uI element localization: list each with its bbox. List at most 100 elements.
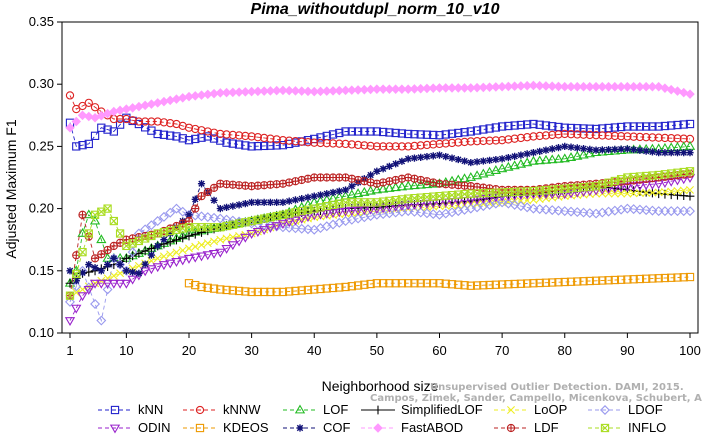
data-point-knn: [360, 127, 369, 136]
data-point-cof: [598, 146, 606, 154]
data-point-odin: [83, 286, 94, 295]
data-point-loop: [109, 271, 118, 280]
data-point-kdeos: [335, 283, 344, 292]
data-point-loop: [679, 186, 688, 195]
data-point-knnw: [529, 132, 538, 141]
data-point-kdeos: [291, 286, 300, 296]
data-point-cof: [548, 145, 556, 153]
data-point-cof: [473, 158, 481, 166]
data-point-kdeos: [347, 282, 356, 291]
data-point-knn: [548, 122, 557, 131]
data-point-loop: [673, 186, 682, 195]
data-point-knnw: [259, 133, 269, 143]
data-point-lof: [77, 227, 88, 237]
data-point-inflo: [84, 229, 93, 238]
data-point-kdeos: [554, 278, 563, 287]
data-point-ldof: [177, 206, 188, 217]
data-point-knn: [72, 142, 81, 151]
data-point-fastabod: [459, 83, 470, 93]
data-point-cof: [197, 180, 206, 188]
data-point-ldof: [171, 203, 182, 214]
data-point-knn: [109, 127, 118, 136]
data-point-kdeos: [197, 282, 206, 292]
data-point-odin: [277, 220, 289, 230]
y-tick-label: 0.35: [29, 14, 54, 29]
data-point-kdeos: [328, 283, 338, 293]
data-point-knnw: [579, 130, 588, 139]
data-point-kdeos: [660, 273, 670, 283]
data-point-kdeos: [510, 279, 519, 289]
legend-marker-knn: [110, 405, 120, 415]
legend-marker-lof: [294, 404, 306, 414]
data-point-lof: [522, 157, 533, 167]
data-point-knnw: [516, 133, 526, 143]
data-point-cof: [542, 146, 550, 154]
data-point-ldof: [221, 214, 232, 225]
data-point-kdeos: [466, 281, 475, 290]
data-point-kdeos: [516, 279, 526, 288]
data-point-knn: [573, 124, 582, 133]
data-point-knn: [579, 124, 588, 133]
data-point-fastabod: [278, 85, 288, 96]
data-point-knn: [479, 125, 488, 134]
legend-label-knnw: kNNW: [223, 402, 261, 417]
data-point-fastabod: [647, 81, 658, 92]
data-point-kdeos: [523, 279, 532, 288]
data-point-cof: [97, 267, 105, 275]
data-point-odin: [190, 253, 201, 263]
data-point-cof: [686, 149, 694, 157]
data-point-knn: [209, 134, 219, 143]
data-point-knn: [253, 142, 263, 151]
legend-item-ldof: LDOF: [588, 402, 663, 417]
data-point-ldof: [540, 204, 551, 215]
data-point-loop: [197, 240, 206, 249]
data-point-loop: [216, 235, 225, 244]
data-point-loop: [516, 196, 525, 205]
data-point-kdeos: [247, 287, 256, 297]
data-point-cof: [373, 167, 381, 175]
data-point-knnw: [353, 140, 363, 150]
data-point-cof: [661, 149, 669, 157]
data-point-lof: [83, 209, 94, 219]
data-point-knn: [172, 132, 181, 141]
data-point-fastabod: [390, 84, 401, 94]
data-point-knn: [460, 128, 469, 137]
data-point-knn: [222, 138, 231, 147]
data-point-knnw: [667, 134, 676, 143]
data-point-ldof: [509, 199, 520, 210]
data-point-fastabod: [77, 110, 88, 121]
data-point-loop: [210, 237, 219, 246]
series-layer: [64, 80, 696, 327]
data-point-kdeos: [228, 286, 237, 295]
data-point-knn: [153, 129, 162, 139]
data-point-fastabod: [585, 81, 595, 92]
data-point-fastabod: [622, 81, 633, 92]
data-point-cof: [417, 153, 425, 161]
data-point-cof: [623, 145, 631, 153]
data-point-knn: [591, 124, 601, 134]
data-point-knn: [385, 128, 394, 137]
data-point-kdeos: [685, 272, 695, 282]
data-point-cof: [72, 277, 80, 285]
data-point-kdeos: [410, 279, 419, 288]
data-point-ldof: [209, 212, 220, 223]
data-point-knnw: [635, 132, 645, 142]
data-point-fastabod: [71, 116, 82, 127]
data-point-ldof: [90, 298, 101, 309]
data-point-knnw: [247, 132, 256, 141]
data-point-knnw: [654, 133, 663, 142]
legend-item-ldf: LDF: [494, 420, 559, 434]
y-tick-label: 0.15: [29, 263, 54, 278]
data-point-cof: [110, 254, 118, 262]
data-point-loop: [153, 254, 162, 263]
data-point-odin: [127, 275, 138, 285]
data-point-odin: [478, 194, 489, 204]
data-point-cof: [216, 205, 224, 213]
data-point-fastabod: [660, 83, 670, 93]
legend-marker-fastabod: [373, 423, 383, 433]
data-point-knnw: [541, 131, 551, 140]
data-point-odin: [352, 206, 364, 216]
data-point-knnw: [335, 139, 344, 148]
data-point-kdeos: [460, 281, 469, 290]
data-point-cof: [504, 153, 512, 162]
